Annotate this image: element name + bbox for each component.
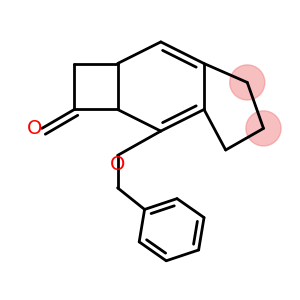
Circle shape <box>246 111 281 146</box>
Circle shape <box>230 65 265 100</box>
Text: O: O <box>110 155 125 174</box>
Text: O: O <box>26 119 42 138</box>
